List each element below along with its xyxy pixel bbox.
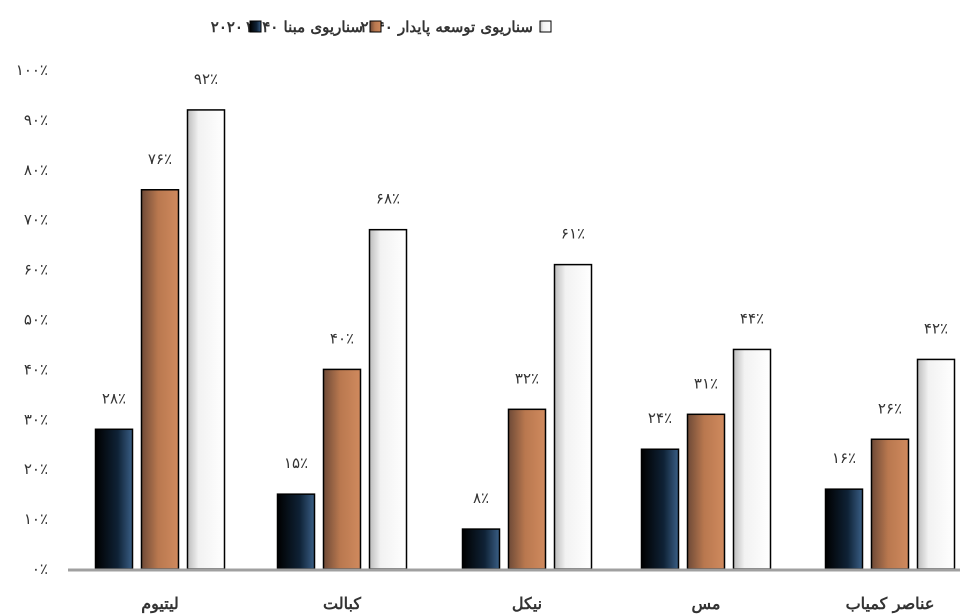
data-label: ۱۵٪ <box>284 454 308 472</box>
bar <box>870 438 910 570</box>
data-label: ۶۸٪ <box>376 190 400 208</box>
bar <box>94 428 134 570</box>
y-tick-label: ۶۰٪ <box>24 261 48 279</box>
bar <box>186 109 226 570</box>
x-axis: لیتیوم کبالت نیکل مس عناصر کمیاب <box>68 568 960 614</box>
data-label: ۴۲٪ <box>924 319 948 337</box>
legend: سناریوی توسعه پایدار ۲۰۴۰سناریوی مبنا ۲۰… <box>211 18 552 37</box>
y-tick-label: ۰٪ <box>32 560 48 578</box>
data-label: ۱۶٪ <box>832 449 856 467</box>
legend-label: ۲۰۲۰ <box>211 18 243 36</box>
data-label: ۲۴٪ <box>648 409 672 427</box>
bar <box>276 493 316 570</box>
bar <box>640 448 680 570</box>
bar <box>368 228 408 570</box>
bar <box>507 408 547 570</box>
y-tick-label: ۸۰٪ <box>24 161 48 179</box>
category-label: کبالت <box>323 594 361 613</box>
data-label: ۷۶٪ <box>148 150 172 168</box>
legend-swatch <box>249 20 262 33</box>
bar <box>140 189 180 570</box>
data-label: ۴۰٪ <box>330 329 354 347</box>
y-tick-label: ۱۰۰٪ <box>16 61 48 79</box>
legend-label: سناریوی مبنا ۲۰۴۰ <box>246 18 363 36</box>
data-labels: ۲۸٪ ۷۶٪ ۹۲٪ ۱۵٪ ۴۰٪ ۶۸٪ ۸٪ ۳۲٪ ۶۱٪ ۲۴٪ ۳۱٪ ۴۴٪ ۱۶٪ ۲۶… <box>102 70 948 507</box>
bar <box>686 413 726 570</box>
legend-swatch <box>539 20 552 33</box>
data-label: ۹۲٪ <box>194 70 218 88</box>
data-label: ۴۴٪ <box>740 309 764 327</box>
category-label: نیکل <box>512 594 542 613</box>
data-label: ۸٪ <box>473 489 489 507</box>
bar <box>322 368 362 570</box>
y-tick-label: ۷۰٪ <box>24 211 48 229</box>
bar <box>553 263 593 570</box>
bars <box>94 109 956 570</box>
y-tick-label: ۵۰٪ <box>24 311 48 329</box>
category-label: عناصر کمیاب <box>846 594 935 614</box>
y-axis: ۰٪ ۱۰٪ ۲۰٪ ۳۰٪ ۴۰٪ ۵۰٪ ۶۰٪ ۷۰٪ ۸۰٪ ۹۰٪ ۱۰۰٪ <box>16 61 48 578</box>
data-label: ۶۱٪ <box>561 225 585 243</box>
data-label: ۳۲٪ <box>515 369 539 387</box>
category-label: مس <box>692 594 721 614</box>
y-tick-label: ۴۰٪ <box>24 360 48 378</box>
data-label: ۲۸٪ <box>102 389 126 407</box>
bar <box>461 528 501 570</box>
bar <box>916 358 956 570</box>
category-label: لیتیوم <box>141 594 179 614</box>
legend-label: سناریوی توسعه پایدار ۲۰۴۰ <box>361 18 533 37</box>
legend-swatch <box>369 20 382 33</box>
y-tick-label: ۱۰٪ <box>24 510 48 528</box>
y-tick-label: ۳۰٪ <box>24 410 48 428</box>
bar <box>824 488 864 570</box>
y-tick-label: ۹۰٪ <box>24 111 48 129</box>
data-label: ۳۱٪ <box>694 374 718 392</box>
y-tick-label: ۲۰٪ <box>24 460 48 478</box>
data-label: ۲۶٪ <box>878 399 902 417</box>
bar <box>732 348 772 570</box>
